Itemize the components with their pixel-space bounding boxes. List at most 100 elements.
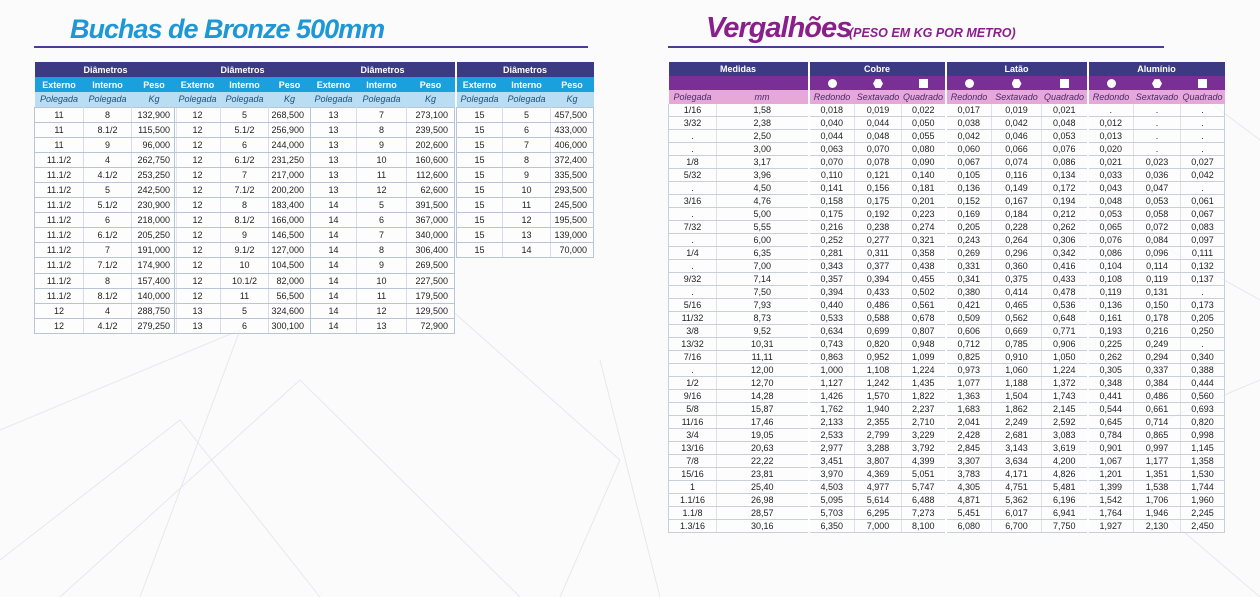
- table-row: . 5,00 0,175 0,192 0,223 0,169 0,184 0,212 0,053…: [668, 207, 1225, 222]
- unit-peso: Kg: [550, 92, 594, 107]
- col-externo: Externo: [456, 77, 503, 92]
- sub-quadrado: Quadrado: [901, 90, 946, 104]
- cell-cobre-redondo: 0,018: [807, 104, 855, 118]
- cell-cobre-quadrado: 8,100: [901, 519, 946, 534]
- cell-aluminio-redondo: 0,193: [1086, 324, 1134, 339]
- header-row: Diâmetros: [456, 62, 594, 77]
- cell-cobre-redondo: 0,216: [807, 220, 855, 235]
- cell-cobre-redondo: 1,762: [807, 402, 855, 417]
- cell-interno: 5: [356, 197, 407, 214]
- cell-latao-quadrado: 1,743: [1041, 389, 1088, 404]
- header-row: Polegada Polegada Kg: [310, 92, 455, 107]
- cell-peso: 70,000: [550, 242, 594, 259]
- cell-interno: 14: [502, 242, 551, 259]
- cell-cobre-sextavado: 1,242: [854, 376, 902, 391]
- cell-aluminio-redondo: 0,043: [1086, 181, 1134, 196]
- buchas-table: Diâmetros Externo Interno Peso Polegada Poleg…: [310, 62, 455, 334]
- cell-polegada: 11/32: [668, 311, 717, 326]
- cell-mm: 22,22: [716, 454, 809, 469]
- table-row: 11.1/2 4.1/2 253,250: [34, 167, 177, 183]
- sub-quadrado: Quadrado: [1180, 90, 1225, 104]
- cell-aluminio-quadrado: 0,067: [1180, 207, 1225, 222]
- table-row: 15 6 433,000: [456, 122, 594, 138]
- cell-aluminio-redondo: 1,542: [1086, 493, 1134, 508]
- sub-sextavado: Sextavado: [1133, 90, 1181, 104]
- cell-peso: 300,100: [268, 318, 311, 334]
- table-row: 12 5 268,500: [174, 106, 311, 123]
- table-row: 15 10 293,500: [456, 182, 594, 199]
- cell-aluminio-quadrado: .: [1180, 285, 1225, 300]
- cell-peso: 104,500: [268, 257, 311, 274]
- cell-cobre-redondo: 2,133: [807, 415, 855, 430]
- header-row: Polegada Polegada Kg: [34, 92, 177, 107]
- cell-externo: 15: [456, 152, 503, 168]
- sub-sextavado: Sextavado: [991, 90, 1042, 104]
- cell-mm: 14,28: [716, 389, 809, 404]
- cell-interno: 8: [502, 152, 551, 168]
- cell-aluminio-redondo: 0,119: [1086, 285, 1134, 300]
- cell-interno: 11: [356, 288, 407, 304]
- cell-cobre-sextavado: 4,977: [854, 480, 902, 495]
- cell-peso: 115,500: [131, 122, 177, 138]
- cell-peso: 324,600: [268, 303, 311, 319]
- cell-interno: 8: [356, 242, 407, 259]
- cell-cobre-sextavado: 0,175: [854, 194, 902, 209]
- cell-latao-sextavado: 3,143: [991, 441, 1042, 456]
- cell-peso: 433,000: [550, 122, 594, 138]
- cell-latao-sextavado: 2,249: [991, 415, 1042, 430]
- table-row: 7/8 22,22 3,451 3,807 4,399 3,307 3,634 4,200 1,…: [668, 454, 1225, 469]
- cell-cobre-sextavado: 0,156: [854, 181, 902, 196]
- cell-cobre-sextavado: 0,311: [854, 246, 902, 261]
- cell-latao-redondo: 0,421: [944, 298, 992, 313]
- cell-peso: 62,600: [406, 182, 455, 199]
- cell-externo: 15: [456, 182, 503, 199]
- cell-aluminio-redondo: 1,201: [1086, 467, 1134, 482]
- cell-cobre-redondo: 1,000: [807, 363, 855, 378]
- cell-polegada: .: [668, 363, 717, 378]
- cell-externo: 13: [174, 303, 221, 319]
- unit-interno: Polegada: [220, 92, 269, 107]
- cell-aluminio-redondo: 0,901: [1086, 441, 1134, 456]
- cell-peso: 293,500: [550, 182, 594, 199]
- table-row: 15 11 245,500: [456, 197, 594, 214]
- cell-interno: 4: [83, 303, 132, 319]
- cell-interno: 9: [356, 257, 407, 274]
- cell-aluminio-sextavado: 0,337: [1133, 363, 1181, 378]
- page-subtitle-vergalhoes: (PESO EM KG POR METRO): [849, 26, 1016, 40]
- cell-aluminio-sextavado: 0,114: [1133, 259, 1181, 274]
- table-row: 13/32 10,31 0,743 0,820 0,948 0,712 0,785 0,906…: [668, 337, 1225, 352]
- cell-peso: 256,900: [268, 122, 311, 138]
- unit-polegada: Polegada: [668, 90, 717, 104]
- cell-aluminio-redondo: 0,013: [1086, 129, 1134, 144]
- cell-externo: 11.1/2: [34, 197, 84, 214]
- cell-externo: 14: [310, 242, 357, 259]
- buchas-table: Diâmetros Externo Interno Peso Polegada Poleg…: [456, 62, 594, 259]
- cell-mm: 10,31: [716, 337, 809, 352]
- cell-peso: 242,500: [131, 182, 177, 199]
- cell-polegada: 5/16: [668, 298, 717, 313]
- cell-polegada: .: [668, 259, 717, 274]
- cell-externo: 11.1/2: [34, 167, 84, 183]
- cell-cobre-redondo: 4,503: [807, 480, 855, 495]
- cell-peso: 457,500: [550, 106, 594, 123]
- cell-aluminio-quadrado: 0,340: [1180, 350, 1225, 365]
- unit-peso: Kg: [268, 92, 311, 107]
- vergalhoes-table: Medidas Cobre Latão Alumínio Polegada mm…: [668, 62, 1225, 534]
- cell-polegada: 3/32: [668, 116, 717, 131]
- cell-cobre-sextavado: 1,570: [854, 389, 902, 404]
- table-row: 5/16 7,93 0,440 0,486 0,561 0,421 0,465 0,536 0,…: [668, 298, 1225, 313]
- cell-cobre-sextavado: 4,369: [854, 467, 902, 482]
- cell-aluminio-sextavado: 0,047: [1133, 181, 1181, 196]
- cell-cobre-sextavado: 0,192: [854, 207, 902, 222]
- cell-peso: 127,000: [268, 242, 311, 259]
- cell-peso: 273,100: [406, 106, 455, 123]
- cell-latao-sextavado: 0,465: [991, 298, 1042, 313]
- cell-aluminio-redondo: 0,262: [1086, 350, 1134, 365]
- cell-externo: 14: [310, 303, 357, 319]
- cell-aluminio-quadrado: .: [1180, 181, 1225, 196]
- table-row: 7/32 5,55 0,216 0,238 0,274 0,205 0,228 0,262 0,…: [668, 220, 1225, 235]
- cell-cobre-quadrado: 2,710: [901, 415, 946, 430]
- cell-interno: 4.1/2: [83, 167, 132, 183]
- cell-cobre-sextavado: 7,000: [854, 519, 902, 534]
- table-row: 3/16 4,76 0,158 0,175 0,201 0,152 0,167 0,194 0,…: [668, 194, 1225, 209]
